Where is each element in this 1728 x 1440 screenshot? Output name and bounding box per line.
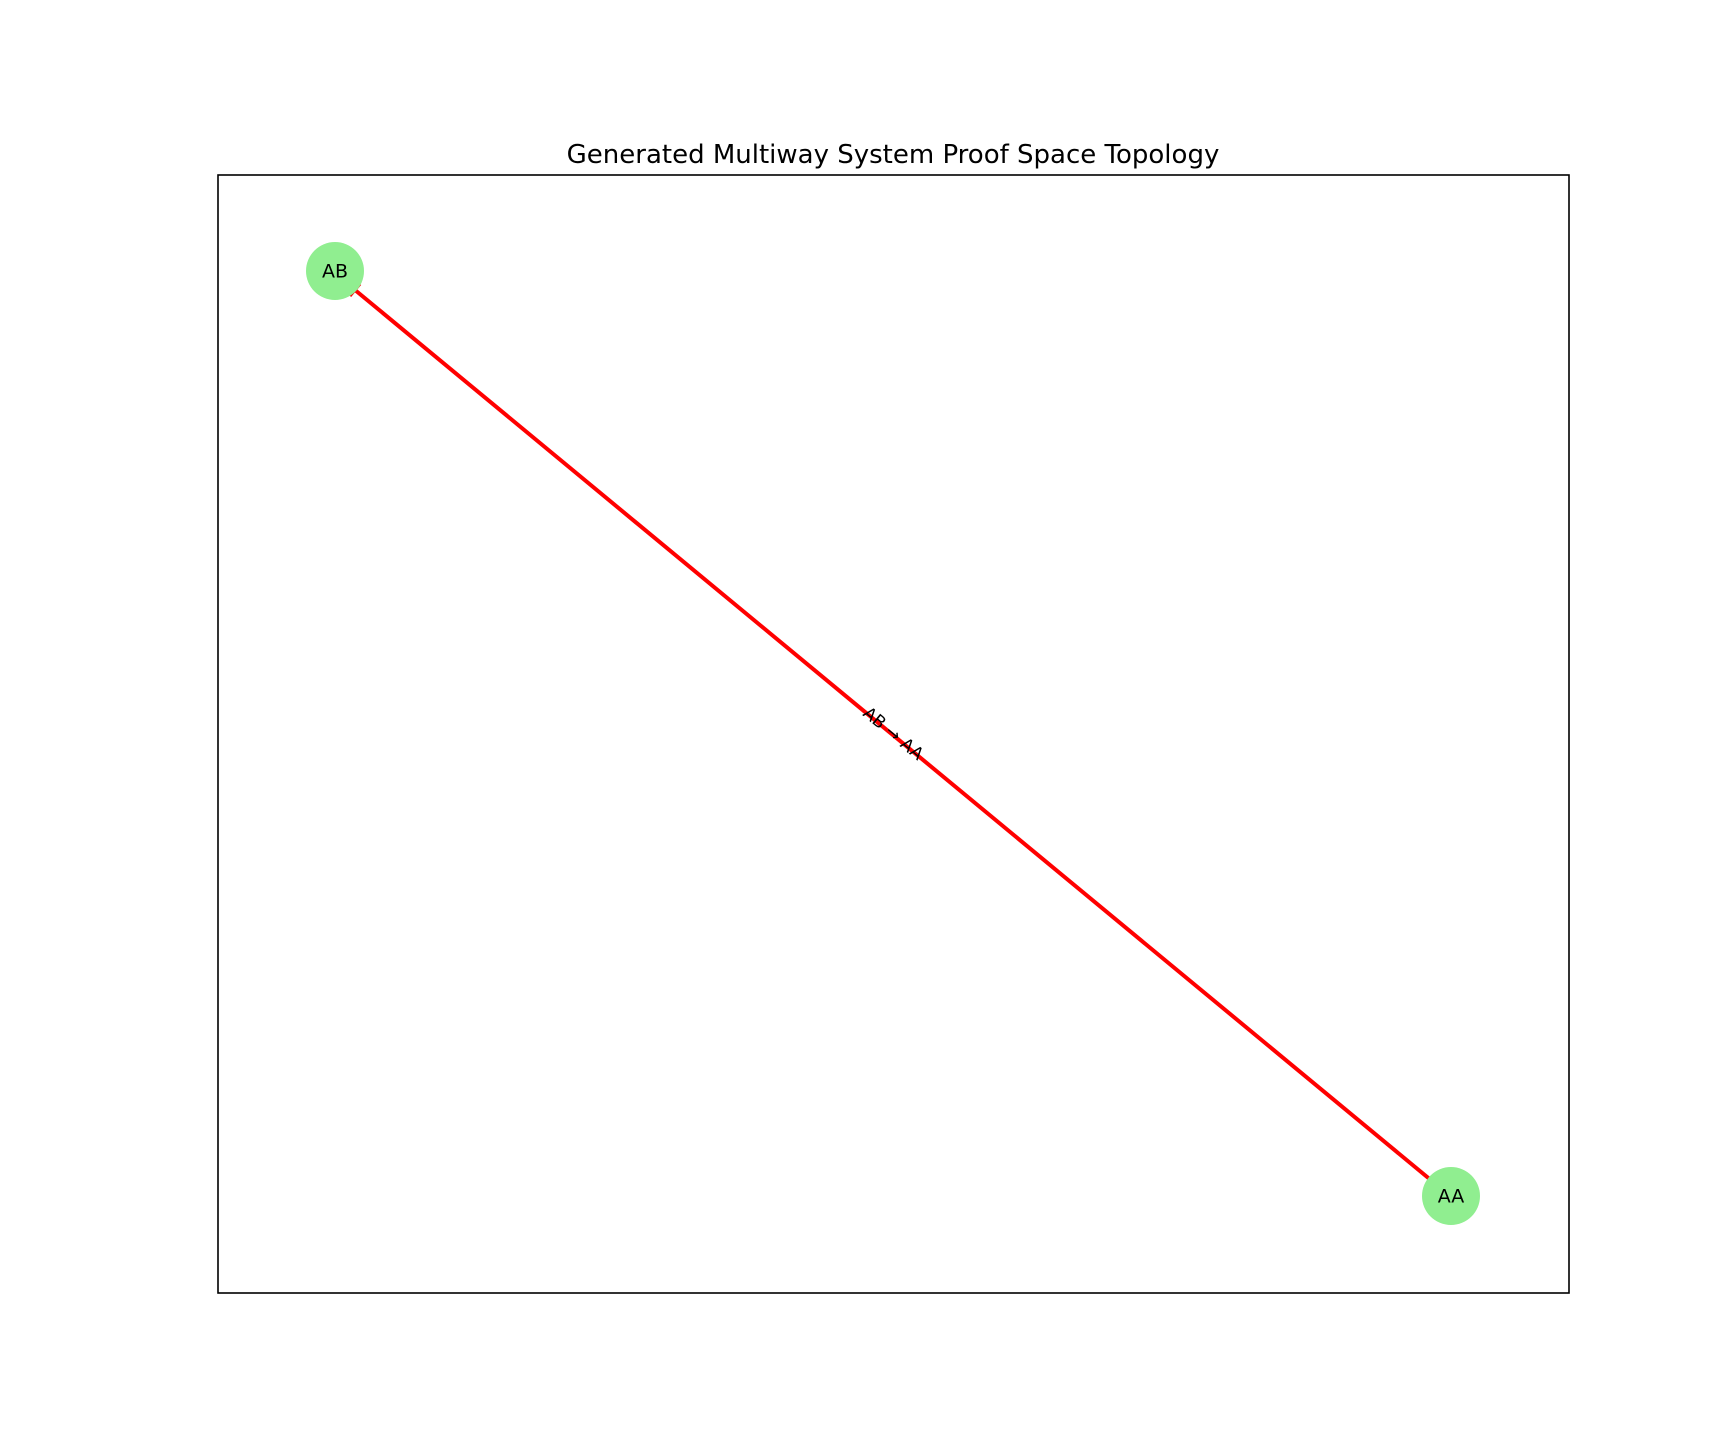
node-circle (306, 242, 364, 300)
node-label: AA (1438, 1186, 1465, 1208)
node-label: AB (322, 261, 348, 283)
edge-line (353, 288, 1434, 1183)
diagram-title: Generated Multiway System Proof Space To… (567, 140, 1220, 170)
node-circle (1422, 1167, 1480, 1225)
node-ab[interactable]: AB (306, 242, 364, 300)
node-aa[interactable]: AA (1422, 1167, 1480, 1225)
plot-frame (217, 174, 1570, 1294)
